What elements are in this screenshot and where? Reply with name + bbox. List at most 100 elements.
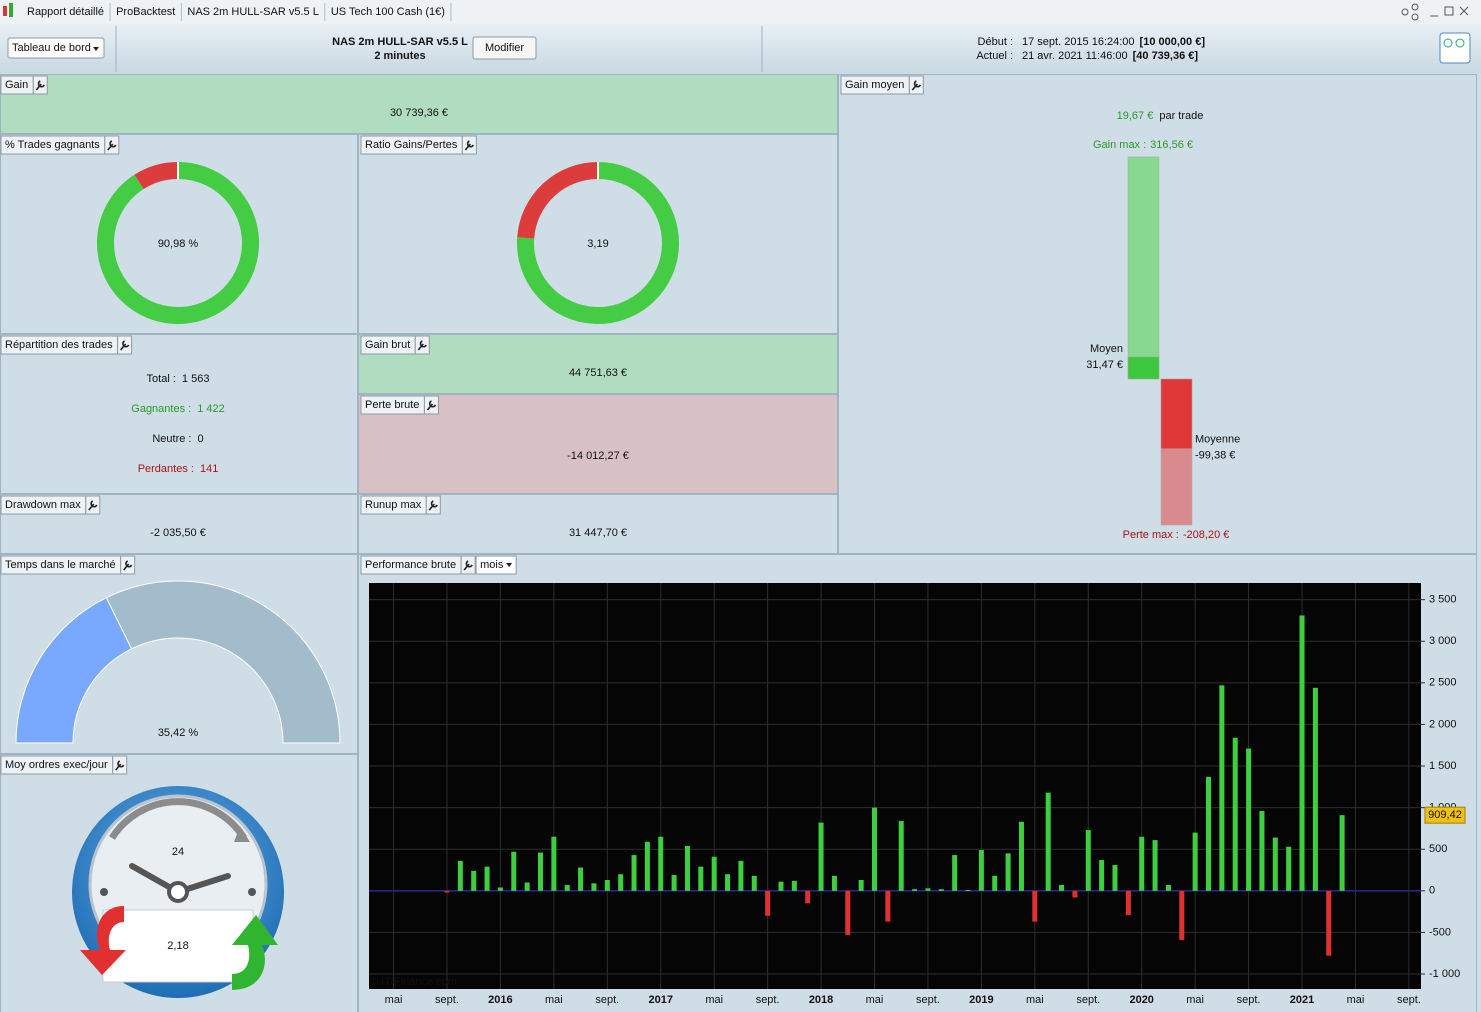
modify-label: Modifier — [485, 42, 524, 54]
bar — [1139, 836, 1145, 891]
row-label: Neutre : — [152, 433, 191, 445]
bar — [818, 822, 824, 891]
clock-hours: 24 — [172, 846, 184, 858]
distribution-row: Neutre : 0 — [152, 433, 203, 445]
panel-title: Gain brut — [365, 339, 410, 351]
distribution-row: Perdantes : 141 — [138, 463, 219, 475]
x-tick-label: mai — [1026, 994, 1044, 1006]
wrench-icon — [426, 400, 437, 411]
x-tick-label: mai — [1186, 994, 1204, 1006]
avg-gain-title: 19,67 € par trade — [1117, 110, 1204, 122]
bar — [1272, 837, 1278, 891]
row-label: Perdantes : — [138, 463, 194, 475]
bar — [1099, 860, 1105, 891]
panel-title: Drawdown max — [5, 499, 81, 511]
y-tick-label: 2 000 — [1429, 718, 1457, 730]
report-icon[interactable] — [1439, 32, 1471, 64]
bar — [978, 850, 984, 891]
annotation-label: Gain max : — [1093, 139, 1146, 151]
bar — [738, 860, 744, 891]
bar — [644, 841, 650, 891]
avg-loss-label: Moyenne — [1195, 434, 1240, 446]
tab-bar — [0, 0, 1481, 24]
x-tick-label: sept. — [435, 994, 459, 1006]
report-icon — [1443, 38, 1453, 48]
bar — [671, 875, 677, 891]
bar — [1032, 890, 1038, 922]
panel-title: Moy ordres exec/jour — [5, 759, 108, 771]
bar — [1232, 737, 1238, 891]
bar — [1085, 830, 1091, 891]
view-dropdown[interactable] — [7, 37, 105, 59]
bar — [578, 867, 584, 891]
bar — [751, 875, 757, 891]
runup-value: 31 447,70 € — [569, 527, 627, 539]
x-tick-label: sept. — [756, 994, 780, 1006]
bar — [444, 890, 450, 893]
x-tick-label: sept. — [916, 994, 940, 1006]
avg-annotation: Perte max : -208,20 € — [1123, 529, 1230, 541]
bar — [457, 860, 463, 891]
bar — [1072, 890, 1078, 898]
chart-area — [369, 583, 1421, 989]
row-value: 1 563 — [182, 373, 210, 385]
y-tick-label: 3 500 — [1429, 594, 1457, 606]
x-tick-label: mai — [705, 994, 723, 1006]
y-tick-label: 1 500 — [1429, 760, 1457, 772]
window-controls[interactable] — [1401, 3, 1469, 21]
wrench-icon — [123, 560, 133, 571]
row-value: 0 — [198, 433, 204, 445]
gain-value: 30 739,36 € — [390, 107, 448, 119]
wrench-icon — [417, 340, 427, 351]
gauge-segment — [105, 580, 341, 744]
bar — [1125, 890, 1131, 915]
bar — [1018, 821, 1024, 891]
wrench-icon — [464, 140, 475, 151]
bar — [604, 880, 610, 891]
x-tick-label: sept. — [595, 994, 619, 1006]
tab[interactable]: NAS 2m HULL-SAR v5.5 L — [187, 6, 318, 18]
bar — [631, 855, 637, 891]
bar — [1165, 885, 1171, 891]
donut-label: 90,98 % — [158, 238, 199, 250]
y-tick-label: 3 000 — [1429, 635, 1457, 647]
donut-positive — [517, 162, 679, 324]
y-tick-label: 0 — [1429, 885, 1435, 897]
panel-title: Runup max — [365, 499, 422, 511]
bar — [805, 890, 811, 904]
x-tick-label: 2021 — [1290, 994, 1314, 1006]
bar — [778, 881, 784, 891]
bar — [992, 875, 998, 891]
bar — [1339, 815, 1345, 891]
bar — [831, 875, 837, 891]
gauge-label: 35,42 % — [158, 727, 199, 739]
x-tick-label: sept. — [1076, 994, 1100, 1006]
view-label: Tableau de bord — [12, 42, 91, 54]
y-tick-label: -500 — [1429, 926, 1451, 938]
gauge-segment — [15, 597, 133, 744]
bar — [1005, 853, 1011, 891]
bar — [698, 866, 704, 891]
donut-label: 3,19 — [587, 238, 608, 250]
wrench-icon — [115, 760, 125, 771]
tab[interactable]: ProBacktest — [116, 6, 175, 18]
bar — [845, 890, 851, 935]
period-dropdown[interactable] — [475, 555, 517, 575]
date: 17 sept. 2015 16:24:00 — [1022, 36, 1135, 48]
bar — [765, 890, 771, 916]
wrench-icon — [107, 140, 117, 151]
y-tick-label: 500 — [1429, 843, 1447, 855]
capital: [10 000,00 €] — [1140, 36, 1206, 48]
panel-title: Temps dans le marché — [5, 559, 116, 571]
dropdown-arrow — [506, 563, 513, 567]
last-value-label: 909,42 — [1428, 809, 1462, 821]
tab[interactable]: US Tech 100 Cash (1€) — [331, 6, 445, 18]
timeframe: 2 minutes — [374, 50, 425, 62]
x-tick-label: 2020 — [1129, 994, 1153, 1006]
tab[interactable]: Rapport détaillé — [27, 6, 104, 18]
modify-button[interactable] — [472, 36, 537, 60]
bar — [551, 836, 557, 891]
bar — [1286, 846, 1292, 891]
distribution-row: Total : 1 563 — [147, 373, 210, 385]
